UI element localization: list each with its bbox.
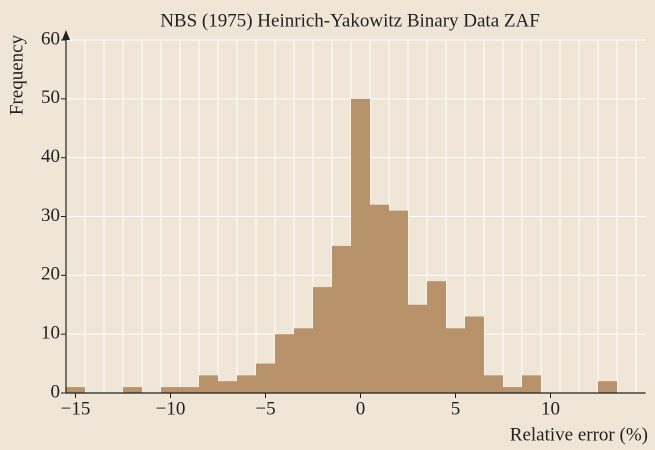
x-axis-label: Relative error (%) (510, 424, 648, 445)
bar (598, 381, 617, 393)
bar (180, 387, 199, 393)
x-tick-label: 5 (451, 398, 461, 419)
bar (522, 375, 541, 393)
bar (275, 334, 294, 393)
bar (446, 328, 465, 393)
chart-title: NBS (1975) Heinrich-Yakowitz Binary Data… (160, 10, 540, 31)
bar (218, 381, 237, 393)
bar (237, 375, 256, 393)
bar (161, 387, 180, 393)
x-tick-label: −5 (255, 398, 275, 419)
y-axis-label: Frequency (6, 34, 27, 115)
bar (332, 245, 351, 393)
y-tick-label: 10 (41, 323, 60, 344)
bar (503, 387, 522, 393)
x-tick-label: 0 (356, 398, 366, 419)
bar (313, 287, 332, 393)
axis-arrow (62, 30, 70, 40)
bar (294, 328, 313, 393)
bar (427, 281, 446, 393)
bar (370, 204, 389, 393)
bar (484, 375, 503, 393)
y-tick-label: 50 (41, 87, 60, 108)
y-tick-label: 40 (41, 146, 60, 167)
x-tick-label: −15 (61, 398, 91, 419)
x-tick-label: 10 (541, 398, 560, 419)
bar (66, 387, 85, 393)
bar (389, 210, 408, 393)
x-tick-label: −10 (156, 398, 186, 419)
bar (408, 304, 427, 393)
bar (199, 375, 218, 393)
y-tick-label: 60 (41, 28, 60, 49)
y-tick-label: 20 (41, 264, 60, 285)
y-tick-label: 30 (41, 205, 60, 226)
bar (351, 98, 370, 393)
bar (123, 387, 142, 393)
y-tick-label: 0 (51, 381, 61, 402)
bar (256, 363, 275, 393)
bar (465, 316, 484, 393)
